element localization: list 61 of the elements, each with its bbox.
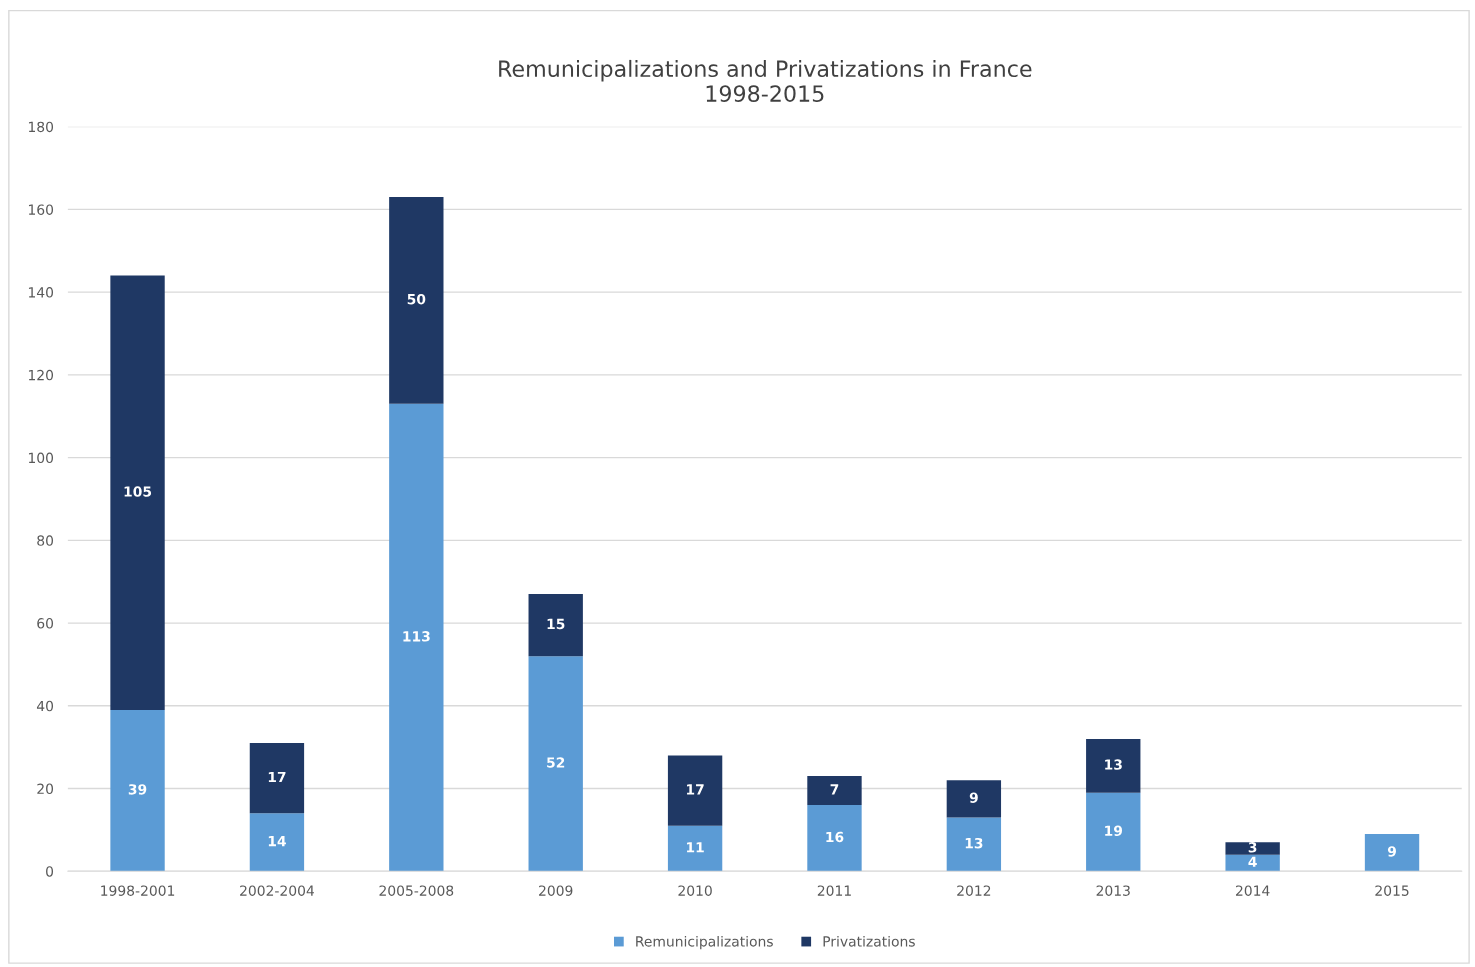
bar bbox=[389, 403, 444, 872]
y-tick-label: 0 bbox=[46, 866, 54, 877]
chart-title: Remunicipalizations and Privatizations in France 1998-2015 bbox=[499, 59, 1032, 102]
y-tick-label: 60 bbox=[37, 618, 54, 629]
x-tick-label: 2013 bbox=[1096, 885, 1130, 896]
data-label: 39 bbox=[128, 784, 147, 795]
y-tick-label: 40 bbox=[36, 700, 54, 712]
y-tick-label: 80 bbox=[37, 535, 54, 546]
bar bbox=[946, 780, 1002, 818]
y-tick-label: 180 bbox=[28, 121, 54, 133]
data-label: 15 bbox=[547, 618, 565, 630]
x-tick-label: 1998-2001 bbox=[101, 885, 175, 896]
bar bbox=[1086, 738, 1141, 793]
bar bbox=[946, 817, 1002, 872]
x-tick-label: 2014 bbox=[1235, 885, 1270, 896]
bar bbox=[807, 805, 862, 872]
bar bbox=[1225, 854, 1280, 872]
bar bbox=[110, 275, 165, 710]
bar bbox=[110, 709, 165, 872]
legend-label: Privatizations bbox=[823, 935, 915, 947]
bar bbox=[528, 656, 583, 872]
data-label: 7 bbox=[830, 784, 839, 795]
bar bbox=[1225, 842, 1280, 855]
data-label: 105 bbox=[124, 486, 152, 497]
data-label: 17 bbox=[268, 771, 286, 783]
data-label: 11 bbox=[687, 842, 704, 853]
data-label: 16 bbox=[826, 831, 844, 843]
data-label: 13 bbox=[965, 837, 983, 849]
data-label: 9 bbox=[1387, 846, 1396, 857]
data-label: 113 bbox=[403, 631, 430, 642]
bar bbox=[249, 813, 305, 872]
x-tick-label: 2010 bbox=[678, 885, 712, 896]
data-label: 13 bbox=[1105, 759, 1122, 770]
legend-label: Remunicipalizations bbox=[636, 935, 773, 950]
bar bbox=[249, 743, 305, 814]
data-label: 17 bbox=[687, 784, 704, 795]
y-tick-label: 20 bbox=[37, 783, 54, 795]
bar bbox=[667, 755, 723, 826]
x-tick-label: 2002-2004 bbox=[240, 885, 314, 896]
bar bbox=[389, 197, 444, 404]
x-tick-label: 2015 bbox=[1375, 885, 1409, 896]
y-tick-label: 140 bbox=[28, 287, 54, 298]
data-label: 4 bbox=[1248, 856, 1257, 867]
data-label: 14 bbox=[268, 836, 286, 847]
x-tick-label: 2011 bbox=[817, 885, 851, 896]
bar bbox=[1086, 792, 1141, 872]
y-tick-label: 160 bbox=[28, 204, 54, 215]
bar bbox=[1364, 834, 1420, 872]
bar bbox=[528, 594, 583, 657]
y-tick-label: 100 bbox=[28, 452, 54, 464]
data-label: 52 bbox=[547, 757, 565, 768]
data-label: 50 bbox=[407, 293, 426, 305]
data-label: 3 bbox=[1248, 842, 1257, 853]
data-label: 9 bbox=[969, 792, 978, 803]
x-tick-label: 2012 bbox=[957, 885, 991, 896]
x-tick-label: 2005-2008 bbox=[379, 885, 454, 896]
x-tick-label: 2009 bbox=[539, 885, 573, 896]
y-tick-label: 120 bbox=[28, 369, 54, 381]
bar bbox=[667, 825, 723, 872]
data-label: 19 bbox=[1105, 825, 1123, 836]
bar bbox=[807, 776, 862, 806]
